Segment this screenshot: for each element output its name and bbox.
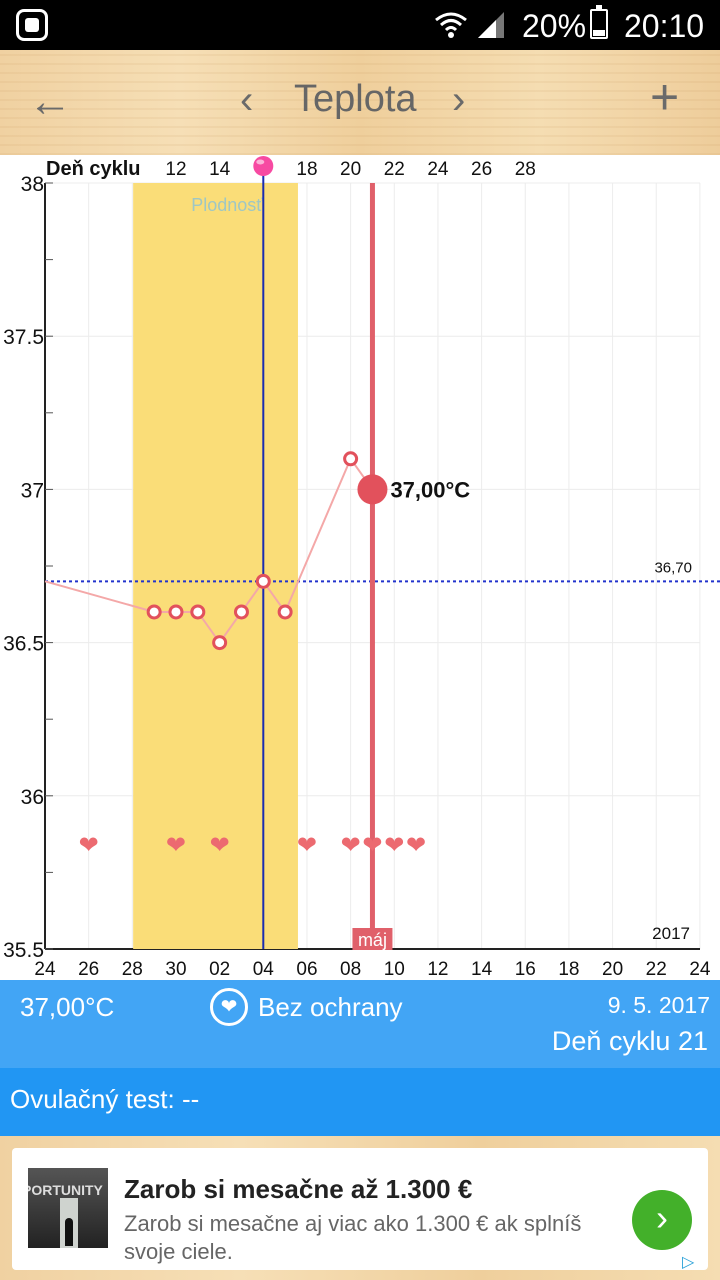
temperature-point[interactable] [212,635,228,651]
x-tick-label: 18 [558,959,579,980]
selected-value-label: 37,00°C [390,477,470,502]
cycle-tick-label: 12 [165,159,186,180]
ad-description: Zarob si mesačne aj viac ako 1.300 € ak … [124,1211,582,1264]
coverline-label: 36,70 [654,559,692,576]
selected-point[interactable] [357,474,388,505]
battery-icon [590,5,608,39]
title-bar: ← ‹ Teplota › + [0,50,720,155]
x-tick-label: 22 [646,959,667,980]
heart-icon: ❤ [210,988,248,1026]
x-tick-label: 10 [384,959,405,980]
y-tick-label: 37.5 [3,326,44,349]
x-tick-label: 30 [165,959,186,980]
temperature-line [44,456,374,645]
x-tick-label: 28 [122,959,143,980]
signal-icon [478,12,504,38]
ad-headline[interactable]: Zarob si mesačne až 1.300 € [124,1174,473,1204]
x-tick-label: 20 [602,959,623,980]
info-cycle-day: Deň cyklu 21 [551,1026,708,1056]
temperature-point[interactable] [233,604,249,620]
ad-banner[interactable]: PORTUNITY Zarob si mesačne až 1.300 € Za… [12,1148,708,1271]
x-tick-label: 24 [689,959,711,980]
x-tick-label: 08 [340,959,361,980]
chart-svg[interactable]: Plodnosť 36,70 ❤ ❤ ❤ ❤ ❤ ❤ ❤ ❤ 37,00°C máj 2017… [0,155,720,980]
ovulation-marker-dot [253,156,274,176]
arrow-left-icon[interactable]: ← [28,77,72,126]
temperature-point[interactable] [277,604,293,620]
cycle-day-axis-label: Deň cyklu [46,158,140,180]
y-tick-label: 35.5 [3,939,44,962]
y-tick-label: 36 [21,786,44,809]
x-tick-label: 24 [34,959,56,980]
cycle-tick-label: 18 [296,159,317,180]
cycle-tick-label: 14 [209,159,231,180]
ovulation-test-text: Ovulačný test: -- [10,1084,200,1114]
x-tick-label: 14 [471,959,493,980]
heart-icon: ❤ [297,831,317,859]
info-date: 9. 5. 2017 [607,992,710,1018]
month-badge [352,928,393,950]
y-tick-label: 36.5 [3,633,44,656]
cycle-tick-label: 26 [471,159,492,180]
app-notification-icon [16,9,48,41]
month-label: máj [358,930,387,950]
status-bar: 20% 20:10 [0,0,720,50]
ovulation-test-row[interactable]: Ovulačný test: -- [0,1068,720,1136]
info-protection: Bez ochrany [258,992,403,1022]
chevron-left-icon[interactable]: ‹ [240,78,254,122]
x-tick-label: 26 [78,959,99,980]
temperature-point[interactable] [255,573,271,589]
x-tick-label: 12 [427,959,448,980]
page-title: Teplota [294,78,417,120]
day-info-panel[interactable]: 37,00°C ❤ Bez ochrany 9. 5. 2017 Deň cyk… [0,980,720,1068]
chevron-right-icon[interactable]: › [452,78,466,122]
y-tick-label: 38 [21,173,44,196]
fertile-window [133,183,298,949]
ovulation-marker-highlight [256,159,265,165]
temperature-chart[interactable]: Plodnosť 36,70 ❤ ❤ ❤ ❤ ❤ ❤ ❤ ❤ 37,00°C máj 2017… [0,155,720,980]
x-tick-label: 02 [209,959,230,980]
info-temperature: 37,00°C [20,992,115,1022]
heart-icon: ❤ [79,831,99,859]
temperature-point[interactable] [343,451,359,467]
plus-icon[interactable]: + [650,69,680,125]
heart-icon: ❤ [210,831,230,859]
temperature-point[interactable] [190,604,206,620]
chevron-right-icon[interactable]: › [632,1190,692,1250]
adchoices-icon[interactable]: ▷ [682,1254,695,1271]
x-tick-label: 04 [253,959,275,980]
y-tick-label: 37 [21,479,44,502]
temperature-point[interactable] [168,604,184,620]
temperature-point[interactable] [146,604,162,620]
heart-icon: ❤ [166,831,186,859]
status-time: 20:10 [624,8,705,44]
heart-icon: ❤ [406,831,426,859]
fertile-label: Plodnosť [191,195,263,215]
cycle-tick-label: 20 [340,159,361,180]
ad-area: PORTUNITY Zarob si mesačne až 1.300 € Za… [0,1136,720,1280]
cycle-tick-label: 24 [427,159,449,180]
ad-thumbnail[interactable]: PORTUNITY [28,1168,108,1248]
heart-icon: ❤ [384,831,404,859]
heart-icon: ❤ [362,831,382,859]
cycle-tick-label: 28 [515,159,536,180]
x-tick-label: 06 [296,959,317,980]
ovulation-marker-icon [253,156,274,176]
heart-icon: ❤ [341,831,361,859]
cycle-tick-label: 22 [384,159,405,180]
battery-percent: 20% [522,8,587,44]
wifi-icon [435,12,467,38]
x-tick-label: 16 [515,959,536,980]
year-label: 2017 [652,924,690,943]
